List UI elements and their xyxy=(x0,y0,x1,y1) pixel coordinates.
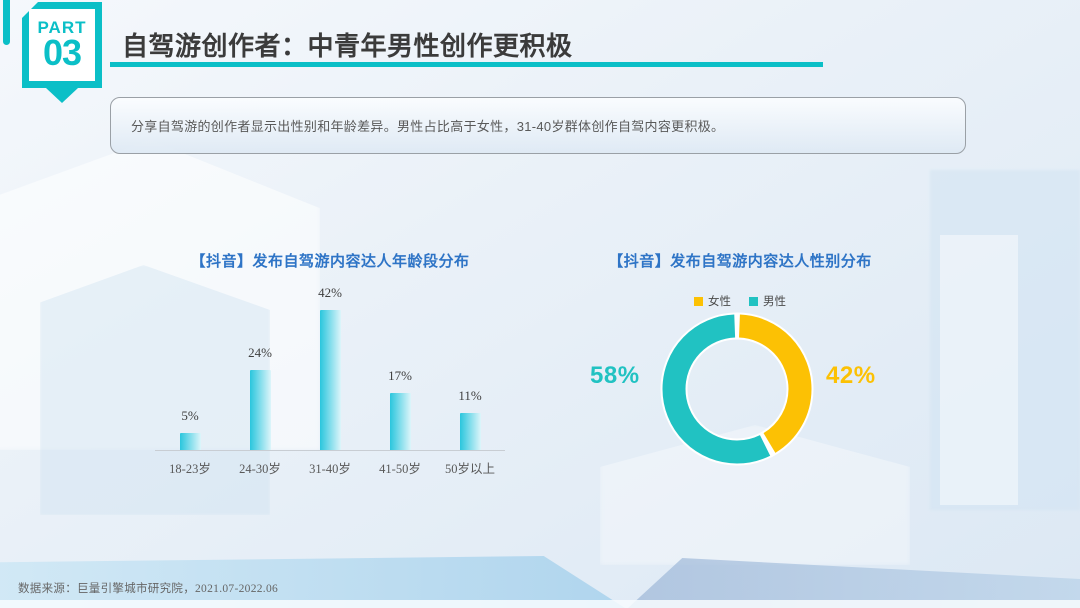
x-axis-label: 18-23岁 xyxy=(169,462,211,476)
donut-label-female-pct: 42% xyxy=(826,362,876,389)
x-axis-label: 31-40岁 xyxy=(309,462,351,476)
part-badge: PART 03 xyxy=(22,2,102,88)
bar xyxy=(459,413,481,450)
part-badge-label: PART xyxy=(37,18,87,38)
x-axis-label: 50岁以上 xyxy=(444,462,495,476)
legend-label-male: 男性 xyxy=(763,296,786,308)
title-underline xyxy=(110,62,823,67)
bottom-strip-decoration xyxy=(0,600,1080,608)
bar-chart-plot: 5% 24% 42% 17% 11% xyxy=(155,281,505,451)
background-cube-decoration xyxy=(940,235,1018,505)
donut-label-male-pct: 58% xyxy=(590,362,640,389)
bar-value-label: 5% xyxy=(181,408,199,424)
x-axis-label: 41-50岁 xyxy=(379,462,421,476)
donut-slice-female xyxy=(662,314,812,464)
page-title: 自驾游创作者：中青年男性创作更积极 xyxy=(122,31,573,61)
donut-chart-svg xyxy=(660,312,814,466)
gender-donut-chart: 【抖音】发布自驾游内容达人性别分布 女性 男性 58% 42% xyxy=(590,250,890,480)
legend-swatch-male xyxy=(749,296,758,306)
donut-chart-title: 【抖音】发布自驾游内容达人性别分布 xyxy=(608,253,872,270)
bottom-band-decoration xyxy=(628,558,1080,608)
bar-value-label: 11% xyxy=(458,388,482,404)
legend-label-female: 女性 xyxy=(708,296,731,308)
data-source-note: 数据来源：巨量引擎城市研究院，2021.07-2022.06 xyxy=(18,583,279,595)
summary-box: 分享自驾游的创作者显示出性别和年龄差异。男性占比高于女性，31-40岁群体创作自… xyxy=(110,97,966,154)
legend-item-female: 女性 xyxy=(694,293,731,309)
bar xyxy=(179,433,201,450)
left-accent-bar xyxy=(3,0,10,45)
donut-legend: 女性 男性 xyxy=(590,293,890,309)
x-axis-label: 24-30岁 xyxy=(239,462,281,476)
bar xyxy=(249,370,271,450)
bar xyxy=(389,393,411,450)
badge-arrow-icon xyxy=(46,88,78,103)
legend-swatch-female xyxy=(694,296,703,306)
age-bar-chart: 【抖音】发布自驾游内容达人年龄段分布 5% 24% 42% 17% 11% 18-23岁… xyxy=(155,250,505,477)
bar-column: 42% xyxy=(295,285,365,450)
bar-value-label: 24% xyxy=(248,345,272,360)
bar-column: 24% xyxy=(225,345,295,450)
bar-value-label: 17% xyxy=(388,368,412,384)
bar-column: 17% xyxy=(365,368,435,450)
donut-ring xyxy=(657,309,817,469)
bar-value-label: 42% xyxy=(318,285,342,300)
donut-slice-male xyxy=(662,314,812,464)
bar-chart-categories: 18-23岁 24-30岁 31-40岁 41-50岁 50岁以上 xyxy=(155,458,505,477)
bar-column: 11% xyxy=(435,388,505,450)
bar-column: 5% xyxy=(155,408,225,450)
part-badge-number: 03 xyxy=(42,32,82,74)
bar-chart-title: 【抖音】发布自驾游内容达人年龄段分布 xyxy=(190,253,470,270)
summary-text: 分享自驾游的创作者显示出性别和年龄差异。男性占比高于女性，31-40岁群体创作自… xyxy=(131,119,725,134)
background-cube-decoration xyxy=(930,170,1080,510)
bar xyxy=(319,310,341,450)
legend-item-male: 男性 xyxy=(749,293,786,309)
